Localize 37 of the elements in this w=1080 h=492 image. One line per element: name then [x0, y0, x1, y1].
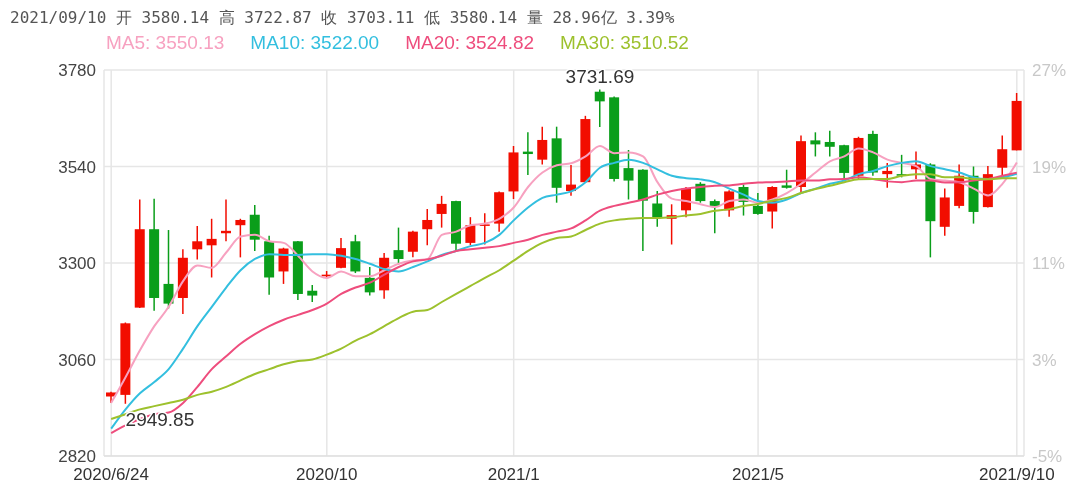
x-tick-label: 2021/5 [732, 465, 785, 484]
annotation: 3731.69 [565, 66, 635, 88]
candlestick [652, 190, 663, 228]
y-tick-label: 3780 [58, 61, 96, 81]
candlestick [336, 237, 346, 269]
candlestick [752, 192, 763, 216]
candlestick [594, 88, 605, 128]
candlestick [422, 208, 433, 247]
candlestick [479, 212, 490, 246]
chart-title: 2021/09/10 开 3580.14 高 3722.87 收 3703.11 低 3580.14 量 28.96亿 3.39% [9, 8, 676, 29]
candlestick [407, 230, 418, 259]
text: MA5: 3550.13 [106, 32, 225, 55]
candlestick [192, 225, 203, 261]
candlestick [810, 131, 821, 158]
y-tick-label: 3540 [58, 157, 96, 177]
text: MA30: 3510.52 [560, 32, 689, 55]
candlestick [997, 134, 1008, 177]
candlestick [206, 218, 217, 279]
candlestick [623, 149, 634, 201]
candlestick [235, 218, 246, 259]
text: MA10: 3522.00 [250, 32, 380, 55]
x-tick-label: 2020/10 [296, 465, 358, 484]
x-tick-label: 2021/9/10 [978, 465, 1055, 484]
candlestick [393, 226, 404, 266]
candlestick [709, 198, 720, 234]
y-tick-label: 3060 [58, 350, 96, 370]
candlestick [537, 125, 548, 166]
candlestick [882, 162, 893, 189]
x-tick-label: 2020/6/24 [73, 465, 150, 484]
x-tick-label: 2021/1 [487, 465, 540, 484]
candlestick [436, 195, 447, 229]
text: MA20: 3524.82 [405, 32, 535, 55]
candlestick [465, 216, 476, 247]
y-tick-label: 3300 [58, 254, 96, 274]
y-tick-label: 2820 [58, 447, 96, 467]
candlestick [824, 129, 835, 158]
candlestick [781, 168, 792, 190]
